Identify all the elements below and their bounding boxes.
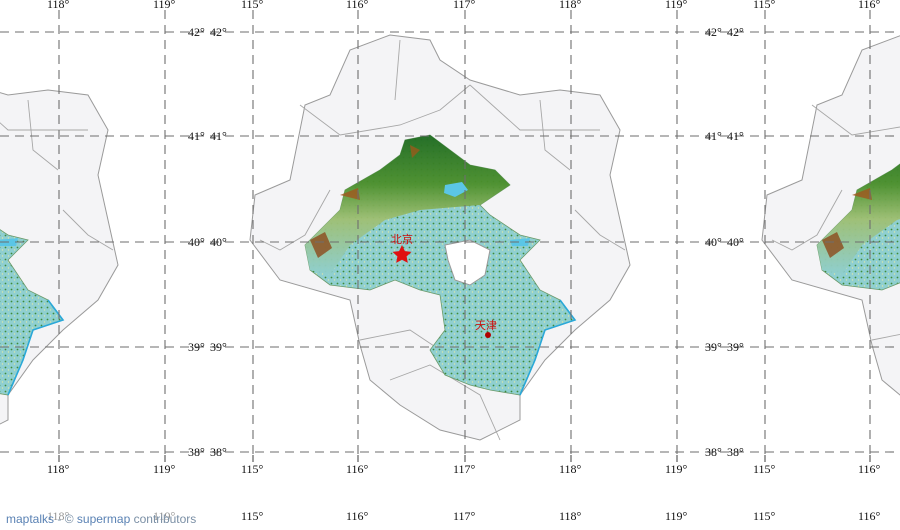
latitude-label: 42° bbox=[210, 25, 227, 39]
latitude-label: 42° bbox=[705, 25, 722, 39]
city-beijing[interactable]: 北京 bbox=[391, 232, 413, 263]
map-attribution: maptalks - © supermap contributors bbox=[4, 512, 199, 526]
longitude-label: 116° bbox=[858, 509, 881, 523]
city-label-tianjin: 天津 bbox=[475, 319, 497, 332]
latitude-label: 40° bbox=[705, 235, 722, 249]
longitude-label: 119° bbox=[665, 509, 688, 523]
latitude-label: 39° bbox=[188, 340, 205, 354]
longitude-label: 115° bbox=[753, 0, 776, 11]
longitude-label: 118° bbox=[47, 0, 70, 11]
longitude-label: 116° bbox=[346, 0, 369, 11]
longitude-label: 117° bbox=[453, 509, 476, 523]
latitude-label: 38° bbox=[727, 445, 744, 459]
latitude-label: 39° bbox=[210, 340, 227, 354]
longitude-label: 115° bbox=[241, 509, 264, 523]
longitude-label: 115° bbox=[241, 462, 264, 476]
latitude-label: 41° bbox=[705, 129, 722, 143]
latitude-label: 38° bbox=[705, 445, 722, 459]
latitude-label: 38° bbox=[210, 445, 227, 459]
longitude-label: 118° bbox=[47, 462, 70, 476]
longitude-label: 118° bbox=[559, 509, 582, 523]
attribution-link-supermap[interactable]: supermap bbox=[76, 512, 131, 526]
dot-icon bbox=[485, 332, 491, 338]
latitude-label: 41° bbox=[727, 129, 744, 143]
latitude-label: 38° bbox=[188, 445, 205, 459]
latitude-label: 41° bbox=[188, 129, 205, 143]
longitude-label: 118° bbox=[559, 0, 582, 11]
longitude-label: 119° bbox=[153, 0, 176, 11]
city-tianjin[interactable]: 天津 bbox=[475, 319, 497, 338]
star-icon bbox=[392, 245, 412, 263]
attribution-suffix: contributors bbox=[130, 512, 197, 526]
latitude-label: 39° bbox=[705, 340, 722, 354]
longitude-label: 117° bbox=[453, 0, 476, 11]
attribution-link-maptalks[interactable]: maptalks bbox=[6, 512, 55, 526]
attribution-copyright: © bbox=[64, 512, 77, 526]
latitude-label: 42° bbox=[727, 25, 744, 39]
longitude-label: 115° bbox=[241, 0, 264, 11]
attribution-separator: - bbox=[54, 512, 65, 526]
longitude-label: 116° bbox=[346, 462, 369, 476]
longitude-label: 118° bbox=[559, 462, 582, 476]
latitude-label: 40° bbox=[210, 235, 227, 249]
latitude-label: 40° bbox=[188, 235, 205, 249]
longitude-label: 115° bbox=[753, 509, 776, 523]
longitude-label: 115° bbox=[753, 462, 776, 476]
latitude-label: 41° bbox=[210, 129, 227, 143]
longitude-label: 116° bbox=[858, 462, 881, 476]
longitude-label: 119° bbox=[153, 462, 176, 476]
longitude-label: 116° bbox=[346, 509, 369, 523]
longitude-label: 119° bbox=[665, 0, 688, 11]
latitude-label: 39° bbox=[727, 340, 744, 354]
city-label-beijing: 北京 bbox=[391, 232, 413, 246]
latitude-label: 40° bbox=[727, 235, 744, 249]
longitude-label: 116° bbox=[858, 0, 881, 11]
longitude-label: 119° bbox=[665, 462, 688, 476]
longitude-label: 117° bbox=[453, 462, 476, 476]
latitude-label: 42° bbox=[188, 25, 205, 39]
